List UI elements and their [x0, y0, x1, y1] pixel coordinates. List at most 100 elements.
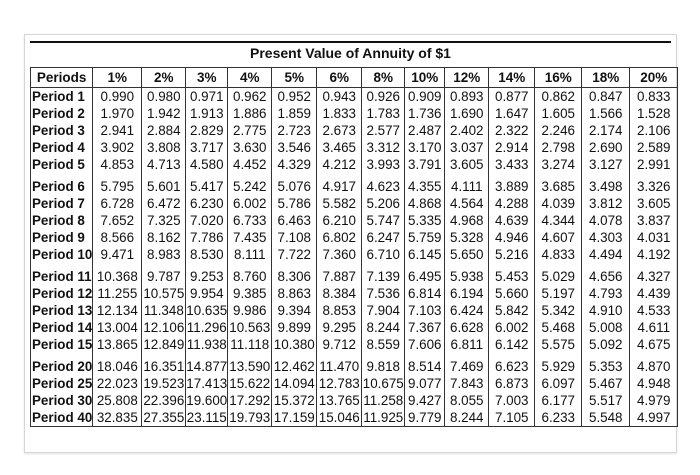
pv-factor-cell: 8.853 [316, 302, 363, 319]
pv-factor-cell: 2.106 [629, 122, 679, 139]
table-row: Period 3 2.941 2.884 2.829 2.775 2.723 2.673 2.… [29, 122, 679, 139]
pv-factor-cell: 3.791 [404, 156, 446, 173]
pv-factor-cell: 2.577 [361, 122, 406, 139]
pv-factor-cell: 3.433 [488, 156, 536, 173]
table-row: Period 5 4.853 4.713 4.580 4.452 4.329 4.212 3.… [29, 156, 679, 173]
pv-factor-cell: 2.829 [185, 122, 229, 139]
pv-factor-cell: 0.943 [316, 87, 363, 105]
pv-factor-cell: 6.728 [92, 195, 143, 212]
table-row: Period 30 25.808 22.396 19.600 17.292 15.372 1… [29, 392, 679, 409]
pv-factor-cell: 7.904 [361, 302, 406, 319]
pv-factor-cell: 9.954 [185, 285, 229, 302]
column-header-rate: 20% [629, 67, 679, 88]
pv-factor-cell: 2.775 [227, 122, 273, 139]
pv-factor-cell: 7.360 [316, 246, 363, 263]
table-row: Period 25 22.023 19.523 17.413 15.622 14.094 1… [29, 375, 679, 392]
pv-factor-cell: 5.929 [534, 353, 583, 375]
pv-factor-cell: 10.635 [185, 302, 229, 319]
pv-factor-cell: 4.917 [316, 173, 363, 195]
pv-factor-cell: 11.258 [361, 392, 406, 409]
table-row: Period 14 13.004 12.106 11.296 10.563 9.899 9.… [29, 319, 679, 336]
pv-factor-cell: 4.675 [629, 336, 679, 353]
pv-factor-cell: 1.886 [227, 105, 273, 122]
period-label: Period 40 [29, 409, 94, 427]
table-row: Period 7 6.728 6.472 6.230 6.002 5.786 5.582 5.… [29, 195, 679, 212]
pv-factor-cell: 12.106 [141, 319, 187, 336]
pv-factor-cell: 5.417 [185, 173, 229, 195]
pv-factor-cell: 0.893 [444, 87, 490, 105]
pv-factor-cell: 4.355 [404, 173, 446, 195]
pv-factor-cell: 11.296 [185, 319, 229, 336]
pv-factor-cell: 7.652 [92, 212, 143, 229]
pv-factor-cell: 6.177 [534, 392, 583, 409]
pv-factor-cell: 8.559 [361, 336, 406, 353]
period-label: Period 15 [29, 336, 94, 353]
pv-factor-cell: 3.170 [404, 139, 446, 156]
period-label: Period 14 [29, 319, 94, 336]
pv-factor-cell: 10.675 [361, 375, 406, 392]
pv-factor-cell: 4.870 [629, 353, 679, 375]
pv-factor-cell: 17.159 [271, 409, 318, 427]
pv-factor-cell: 6.811 [444, 336, 490, 353]
pv-factor-cell: 3.312 [361, 139, 406, 156]
pv-factor-cell: 5.206 [361, 195, 406, 212]
pv-factor-cell: 0.909 [404, 87, 446, 105]
period-label: Period 9 [29, 229, 94, 246]
pv-factor-cell: 15.622 [227, 375, 273, 392]
pv-factor-cell: 7.325 [141, 212, 187, 229]
pv-factor-cell: 4.793 [581, 285, 631, 302]
table-row: Period 11 10.368 9.787 9.253 8.760 8.306 7.887… [29, 263, 679, 285]
pv-factor-cell: 4.853 [92, 156, 143, 173]
pv-factor-cell: 2.487 [404, 122, 446, 139]
pv-factor-cell: 6.495 [404, 263, 446, 285]
pv-factor-cell: 1.859 [271, 105, 318, 122]
pv-factor-cell: 9.818 [361, 353, 406, 375]
pv-factor-cell: 7.606 [404, 336, 446, 353]
pv-factor-cell: 5.786 [271, 195, 318, 212]
pv-factor-cell: 8.244 [361, 319, 406, 336]
pv-factor-cell: 4.833 [534, 246, 583, 263]
pv-factor-cell: 5.650 [444, 246, 490, 263]
pv-factor-cell: 4.623 [361, 173, 406, 195]
pv-factor-cell: 2.322 [488, 122, 536, 139]
pv-factor-cell: 25.808 [92, 392, 143, 409]
pv-factor-cell: 18.046 [92, 353, 143, 375]
period-label: Period 10 [29, 246, 94, 263]
pv-factor-cell: 0.847 [581, 87, 631, 105]
pv-factor-cell: 7.843 [444, 375, 490, 392]
period-label: Period 25 [29, 375, 94, 392]
pv-factor-cell: 11.470 [316, 353, 363, 375]
table-row: Period 4 3.902 3.808 3.717 3.630 3.546 3.465 3.… [29, 139, 679, 156]
pv-factor-cell: 6.733 [227, 212, 273, 229]
pv-factor-cell: 3.837 [629, 212, 679, 229]
pv-factor-cell: 14.877 [185, 353, 229, 375]
pv-factor-cell: 13.590 [227, 353, 273, 375]
pv-factor-cell: 4.533 [629, 302, 679, 319]
pv-factor-cell: 4.031 [629, 229, 679, 246]
pv-factor-cell: 5.029 [534, 263, 583, 285]
table-row: Period 15 13.865 12.849 11.938 11.118 10.380 9… [29, 336, 679, 353]
pv-factor-cell: 6.194 [444, 285, 490, 302]
period-label: Period 13 [29, 302, 94, 319]
pv-factor-cell: 15.046 [316, 409, 363, 427]
pv-factor-cell: 2.589 [629, 139, 679, 156]
pv-factor-cell: 6.424 [444, 302, 490, 319]
pv-factor-cell: 14.094 [271, 375, 318, 392]
pv-factor-cell: 6.247 [361, 229, 406, 246]
pv-factor-cell: 5.601 [141, 173, 187, 195]
pv-factor-cell: 4.946 [488, 229, 536, 246]
pv-factor-cell: 5.216 [488, 246, 536, 263]
pv-factor-cell: 15.372 [271, 392, 318, 409]
pv-factor-cell: 9.253 [185, 263, 229, 285]
pv-factor-cell: 27.355 [141, 409, 187, 427]
pv-factor-cell: 3.993 [361, 156, 406, 173]
pv-factor-cell: 9.471 [92, 246, 143, 263]
pv-factor-cell: 1.783 [361, 105, 406, 122]
pv-factor-cell: 9.712 [316, 336, 363, 353]
pv-factor-cell: 1.690 [444, 105, 490, 122]
pv-factor-cell: 11.118 [227, 336, 273, 353]
pv-factor-cell: 9.787 [141, 263, 187, 285]
pv-factor-cell: 4.212 [316, 156, 363, 173]
table-row: Period 13 12.134 11.348 10.635 9.986 9.394 8.8… [29, 302, 679, 319]
pv-factor-cell: 5.328 [444, 229, 490, 246]
